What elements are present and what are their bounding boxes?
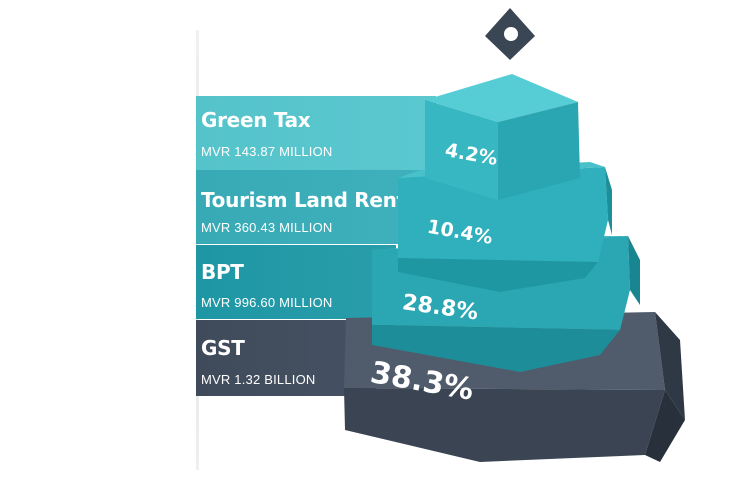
tier-name: BPT: [201, 260, 244, 284]
tier-band-green-tax: Green Tax MVR 143.87 MILLION: [196, 96, 436, 170]
tier-amount: MVR 996.60 MILLION: [201, 295, 333, 310]
tier-amount: MVR 360.43 MILLION: [201, 220, 333, 235]
tier-block-green-tax: [425, 74, 580, 200]
tier-name: Green Tax: [201, 108, 311, 132]
tier-name: GST: [201, 336, 245, 360]
ballot-icon: [485, 8, 535, 60]
tier-name: Tourism Land Rent: [201, 188, 406, 212]
tier-amount: MVR 1.32 BILLION: [201, 372, 316, 387]
tier-band-tourism-land-rent: Tourism Land Rent MVR 360.43 MILLION: [196, 170, 426, 244]
tier-band-bpt: BPT MVR 996.60 MILLION: [196, 245, 396, 319]
tier-amount: MVR 143.87 MILLION: [201, 144, 333, 159]
